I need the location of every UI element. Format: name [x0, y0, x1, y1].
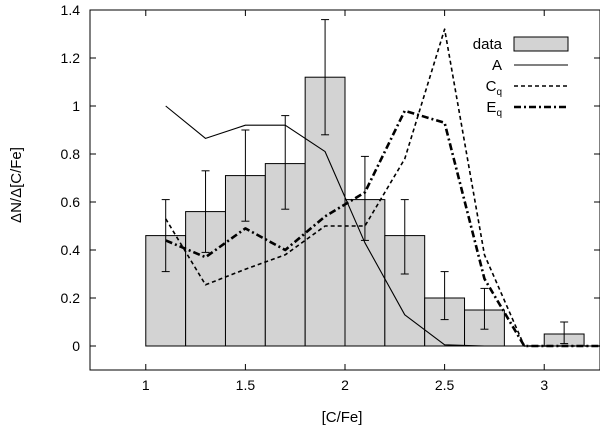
x-tick-label: 1.5 [236, 377, 256, 393]
legend-label: data [473, 36, 503, 53]
series-line-cq [165, 28, 600, 347]
legend-label: Eq [486, 99, 502, 119]
y-tick-label: 0.8 [61, 146, 81, 162]
y-tick-label: 1.2 [61, 50, 81, 66]
ticks-group: 1 1.5 2 2.5 3 0 0.2 0.4 0.6 0.8 1 1.2 1.4 [61, 2, 600, 393]
lines-group [165, 28, 600, 348]
legend-label-subscript: q [496, 87, 502, 98]
x-tick-label: 3 [540, 377, 548, 393]
y-tick-label: 0.4 [61, 242, 81, 258]
y-tick-label: 1 [72, 98, 80, 114]
y-axis-label: ΔN/Δ[C/Fe] [8, 147, 25, 223]
legend-label: Cq [486, 78, 502, 98]
series-line-eq [165, 109, 600, 348]
bar [304, 76, 346, 347]
y-tick-label: 0.2 [61, 290, 81, 306]
x-tick-label: 2.5 [435, 377, 455, 393]
legend-label: A [492, 57, 502, 74]
legend-label-subscript: q [496, 108, 502, 119]
y-tick-label: 0 [72, 338, 80, 354]
legend-swatch-bar [513, 36, 569, 52]
y-tick-label: 0.6 [61, 194, 81, 210]
x-axis-label: [C/Fe] [322, 409, 363, 426]
x-tick-label: 1 [142, 377, 150, 393]
y-tick-label: 1.4 [61, 2, 81, 18]
errorbars-group [161, 19, 569, 345]
x-tick-label: 2 [341, 377, 349, 393]
